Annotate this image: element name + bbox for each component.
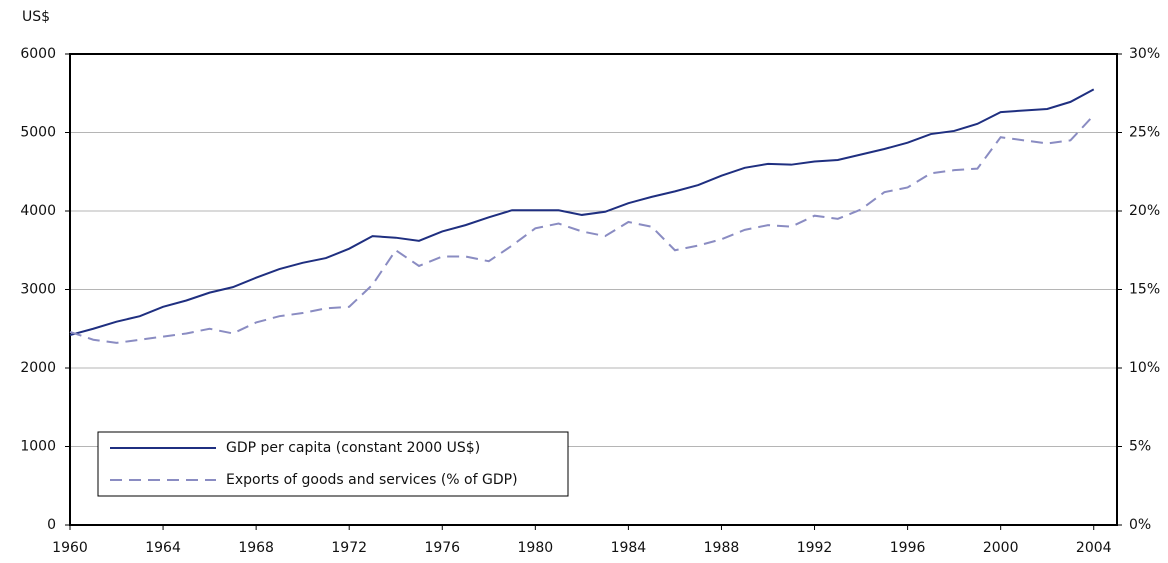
x-tick-label: 1988 [704, 540, 740, 556]
x-tick-label: 2004 [1076, 540, 1112, 556]
x-tick-label: 1992 [797, 540, 833, 556]
y-tick-label: 1000 [20, 439, 56, 455]
y-tick-label: 2000 [20, 360, 56, 376]
y-tick-label: 5000 [20, 125, 56, 141]
x-tick-label: 1960 [52, 540, 88, 556]
legend-label: GDP per capita (constant 2000 US$) [226, 440, 480, 456]
series-line [69, 114, 1095, 344]
x-tick-label: 1972 [331, 540, 367, 556]
y2-tick-label: 5% [1129, 439, 1151, 455]
legend-label: Exports of goods and services (% of GDP) [226, 472, 518, 488]
y2-tick-label: 20% [1129, 203, 1160, 219]
x-tick-label: 1964 [145, 540, 181, 556]
y2-tick-label: 0% [1129, 517, 1151, 533]
x-tick-label: 2000 [983, 540, 1019, 556]
y-axis-label: US$ [22, 9, 50, 25]
x-tick-label: 1968 [238, 540, 274, 556]
plot-frame [69, 53, 1118, 526]
x-tick-label: 1984 [611, 540, 647, 556]
y-tick-label: 3000 [20, 282, 56, 298]
x-tick-label: 1996 [890, 540, 926, 556]
y2-tick-label: 15% [1129, 282, 1160, 298]
y2-tick-label: 10% [1129, 360, 1160, 376]
y-tick-label: 0 [47, 517, 56, 533]
y-tick-label: 6000 [20, 46, 56, 62]
x-tick-label: 1976 [424, 540, 460, 556]
legend-box [97, 431, 569, 497]
y2-tick-label: 25% [1129, 125, 1160, 141]
y-tick-label: 4000 [20, 203, 56, 219]
y2-tick-label: 30% [1129, 46, 1160, 62]
x-tick-label: 1980 [518, 540, 554, 556]
series-line [69, 88, 1095, 336]
